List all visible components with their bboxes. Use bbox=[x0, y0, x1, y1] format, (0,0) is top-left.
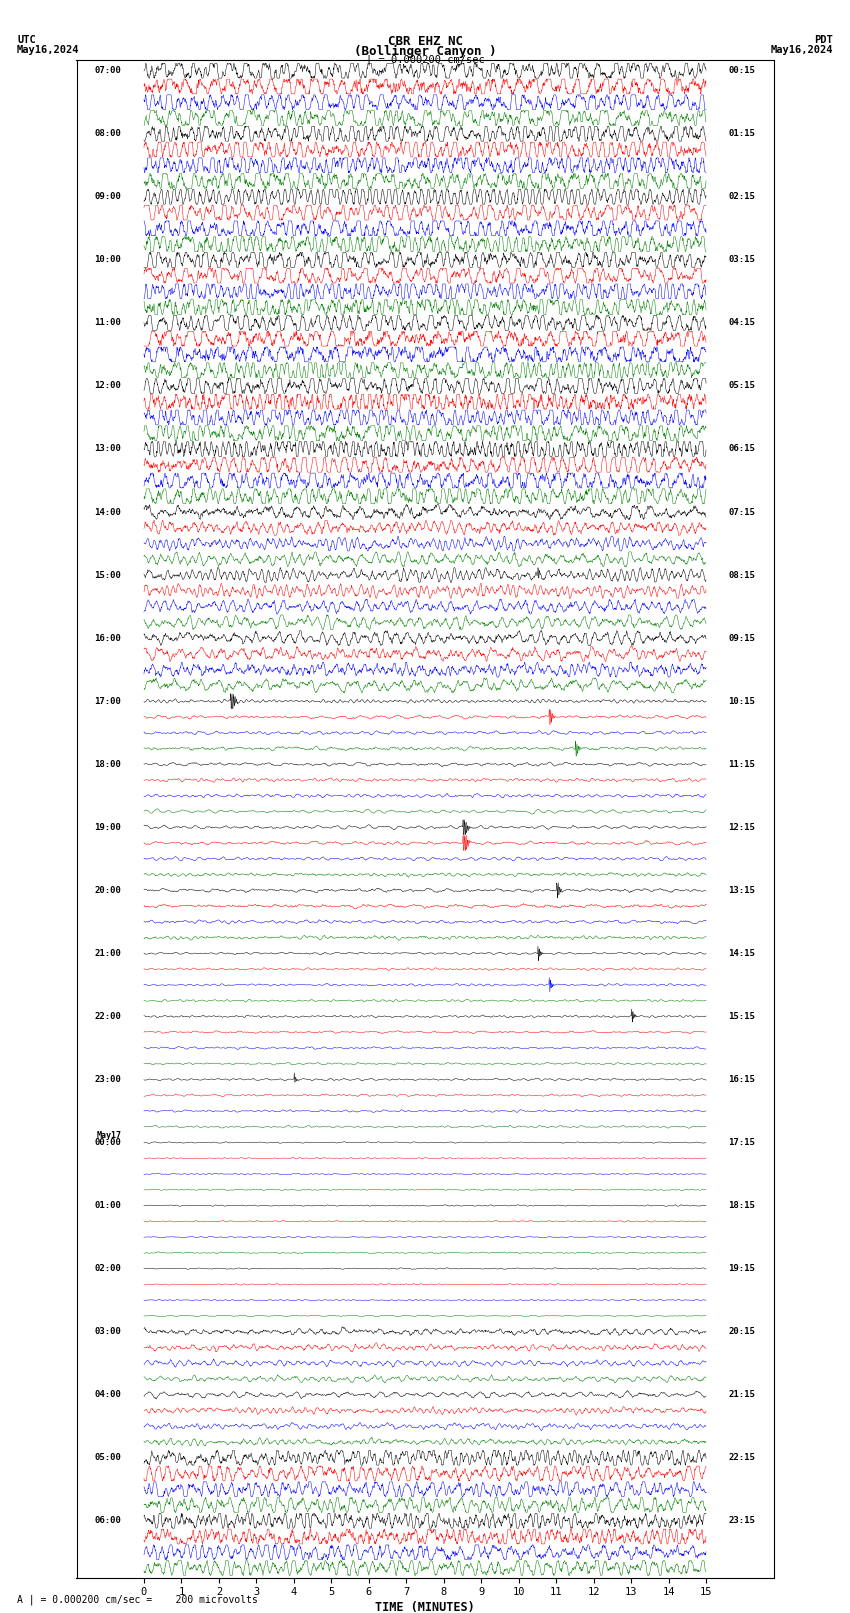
Text: 21:15: 21:15 bbox=[728, 1390, 756, 1398]
Text: 00:15: 00:15 bbox=[728, 66, 756, 76]
Text: 13:00: 13:00 bbox=[94, 445, 122, 453]
Text: 03:15: 03:15 bbox=[728, 255, 756, 265]
Text: May16,2024: May16,2024 bbox=[770, 45, 833, 55]
Text: 11:00: 11:00 bbox=[94, 318, 122, 327]
Text: 20:15: 20:15 bbox=[728, 1327, 756, 1336]
Text: 02:15: 02:15 bbox=[728, 192, 756, 202]
Text: 05:15: 05:15 bbox=[728, 381, 756, 390]
Text: 03:00: 03:00 bbox=[94, 1327, 122, 1336]
Text: 09:15: 09:15 bbox=[728, 634, 756, 642]
Text: 13:15: 13:15 bbox=[728, 886, 756, 895]
Text: | = 0.000200 cm/sec: | = 0.000200 cm/sec bbox=[366, 55, 484, 66]
Text: 07:15: 07:15 bbox=[728, 508, 756, 516]
Text: 12:00: 12:00 bbox=[94, 381, 122, 390]
Text: 18:15: 18:15 bbox=[728, 1202, 756, 1210]
Text: 15:00: 15:00 bbox=[94, 571, 122, 579]
Text: 09:00: 09:00 bbox=[94, 192, 122, 202]
Text: 10:00: 10:00 bbox=[94, 255, 122, 265]
Text: 19:15: 19:15 bbox=[728, 1265, 756, 1273]
Text: 16:15: 16:15 bbox=[728, 1074, 756, 1084]
Text: 21:00: 21:00 bbox=[94, 948, 122, 958]
Text: 18:00: 18:00 bbox=[94, 760, 122, 769]
Text: 17:00: 17:00 bbox=[94, 697, 122, 705]
Text: UTC: UTC bbox=[17, 35, 36, 45]
Text: 14:15: 14:15 bbox=[728, 948, 756, 958]
Text: CBR EHZ NC: CBR EHZ NC bbox=[388, 35, 462, 48]
Text: 07:00: 07:00 bbox=[94, 66, 122, 76]
Text: 06:15: 06:15 bbox=[728, 445, 756, 453]
Text: 16:00: 16:00 bbox=[94, 634, 122, 642]
Text: 04:15: 04:15 bbox=[728, 318, 756, 327]
Text: 20:00: 20:00 bbox=[94, 886, 122, 895]
Text: 02:00: 02:00 bbox=[94, 1265, 122, 1273]
Text: 22:00: 22:00 bbox=[94, 1011, 122, 1021]
Text: 05:00: 05:00 bbox=[94, 1453, 122, 1463]
Text: May17: May17 bbox=[96, 1131, 122, 1140]
Text: 12:15: 12:15 bbox=[728, 823, 756, 832]
Text: 10:15: 10:15 bbox=[728, 697, 756, 705]
Text: 22:15: 22:15 bbox=[728, 1453, 756, 1463]
Text: 08:15: 08:15 bbox=[728, 571, 756, 579]
Text: A | = 0.000200 cm/sec =    200 microvolts: A | = 0.000200 cm/sec = 200 microvolts bbox=[17, 1594, 258, 1605]
Text: 23:00: 23:00 bbox=[94, 1074, 122, 1084]
Text: 14:00: 14:00 bbox=[94, 508, 122, 516]
X-axis label: TIME (MINUTES): TIME (MINUTES) bbox=[375, 1602, 475, 1613]
Text: 08:00: 08:00 bbox=[94, 129, 122, 139]
Text: 17:15: 17:15 bbox=[728, 1139, 756, 1147]
Text: PDT: PDT bbox=[814, 35, 833, 45]
Text: (Bollinger Canyon ): (Bollinger Canyon ) bbox=[354, 45, 496, 58]
Text: 00:00: 00:00 bbox=[94, 1139, 122, 1147]
Text: 01:15: 01:15 bbox=[728, 129, 756, 139]
Text: 06:00: 06:00 bbox=[94, 1516, 122, 1526]
Text: 19:00: 19:00 bbox=[94, 823, 122, 832]
Text: 15:15: 15:15 bbox=[728, 1011, 756, 1021]
Text: 01:00: 01:00 bbox=[94, 1202, 122, 1210]
Text: 23:15: 23:15 bbox=[728, 1516, 756, 1526]
Text: 04:00: 04:00 bbox=[94, 1390, 122, 1398]
Text: May16,2024: May16,2024 bbox=[17, 45, 80, 55]
Text: 11:15: 11:15 bbox=[728, 760, 756, 769]
